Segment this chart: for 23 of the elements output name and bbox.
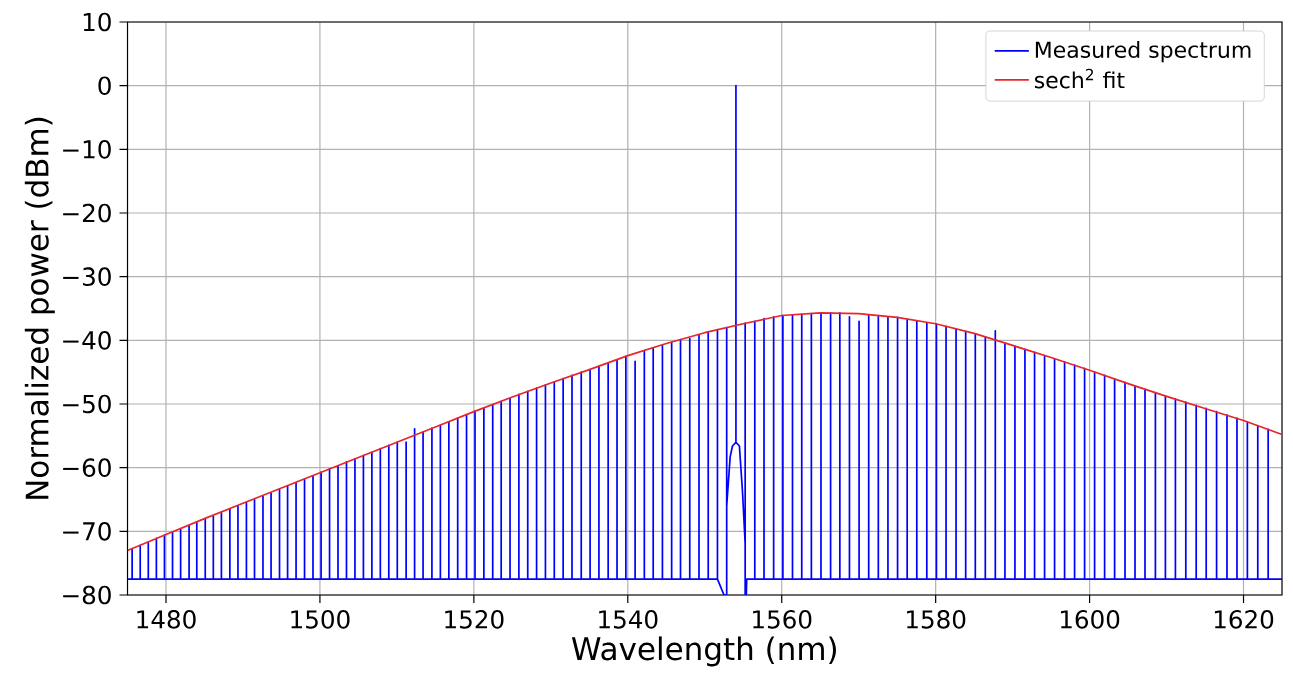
y-tick-label: −70 [63,522,111,541]
x-tick-label: 1600 [1060,610,1120,629]
y-tick-label: −80 [63,585,111,605]
y-tick-label: −40 [63,331,111,350]
x-axis-title: Wavelength (nm) [571,636,836,667]
legend-label: Measured spectrum [1035,41,1251,63]
x-tick-label: 1560 [753,610,812,629]
y-tick-label: 10 [83,12,111,32]
x-tick-label: 1580 [907,610,966,629]
y-tick-label: −60 [63,458,111,477]
y-tick-label: 0 [98,76,111,95]
x-tick-label: 1500 [291,610,350,629]
x-tick-label: 1540 [599,610,658,629]
y-tick-label: −30 [63,267,111,286]
x-tick-label: 1480 [137,610,196,629]
y-axis-title: Normalized power (dBm) [24,117,55,499]
line-series [127,312,1283,552]
legend-label: sech$^{2}$ fit [1034,68,1125,89]
x-tick-label: 1520 [445,610,504,629]
y-tick-label: −20 [63,203,111,223]
y-tick-label: −10 [63,140,111,159]
x-tick-label: 1620 [1214,610,1274,629]
y-tick-label: −50 [63,394,111,414]
